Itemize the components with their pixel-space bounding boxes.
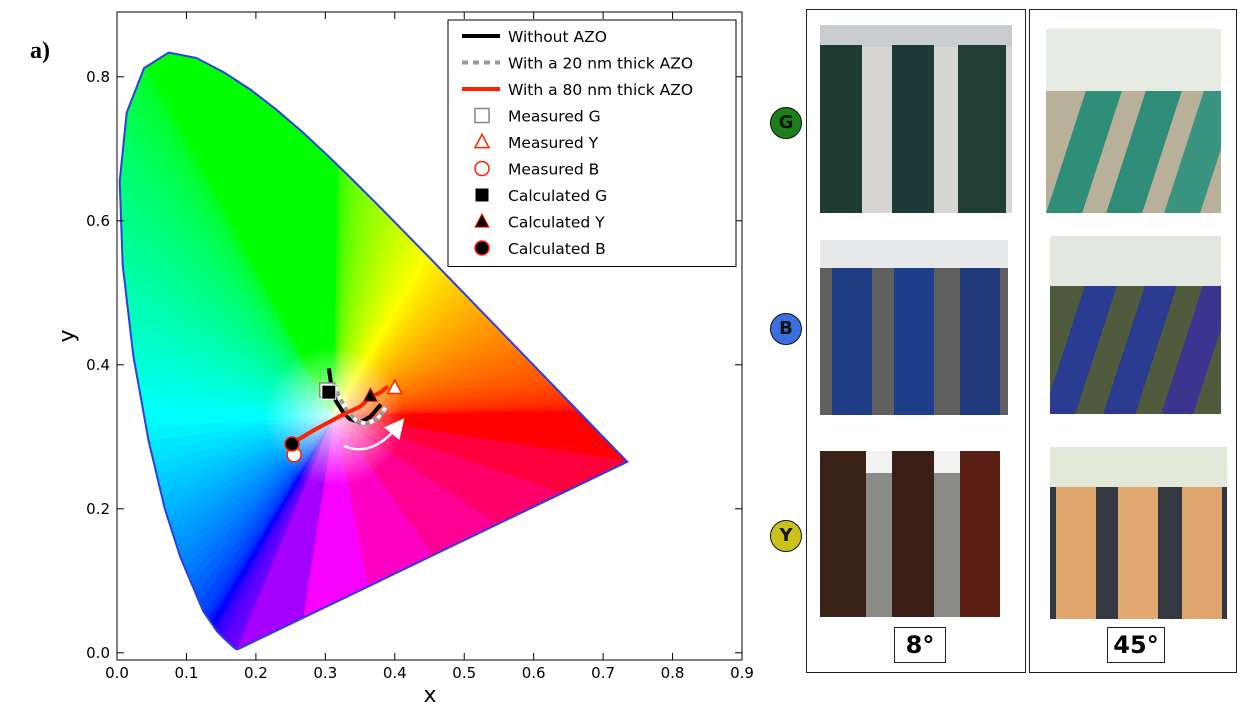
- legend-label: With a 20 nm thick AZO: [508, 55, 693, 73]
- legend-label: Calculated B: [508, 240, 606, 258]
- x-axis-ticks: 0.0 0.1 0.2 0.3 0.4 0.5 0.6 0.7 0.8 0.9: [105, 12, 754, 682]
- x-tick-label: 0.6: [522, 664, 546, 682]
- legend-swatch: [474, 160, 490, 177]
- series-line-80nm: [289, 384, 390, 446]
- x-axis-label: x: [423, 683, 436, 708]
- row-badge-y: Y: [770, 520, 802, 552]
- white-point-glow: [264, 345, 405, 486]
- y-tick-label: 0.0: [86, 644, 110, 662]
- y-tick-label: 0.8: [86, 68, 110, 86]
- x-tick-label: 0.0: [105, 664, 129, 682]
- legend-label: Calculated Y: [508, 214, 605, 232]
- legend-swatch: [474, 212, 490, 228]
- trend-arrow: [343, 418, 405, 451]
- y-axis-ticks: 0.0 0.2 0.4 0.6 0.8: [86, 68, 742, 662]
- x-tick-label: 0.2: [244, 664, 268, 682]
- legend: Without AZO With a 20 nm thick AZO With a …: [447, 19, 737, 267]
- photo-b-45: [1050, 236, 1221, 414]
- legend-label: Calculated G: [508, 187, 607, 205]
- angle-label-8: 8°: [894, 627, 946, 663]
- legend-swatch: [473, 132, 491, 149]
- legend-label: Measured Y: [508, 134, 599, 152]
- legend-label: Measured G: [508, 108, 601, 126]
- photo-b-8: [820, 240, 1008, 415]
- marker-calculated-y: [362, 386, 379, 402]
- panel-label: a): [30, 38, 50, 64]
- x-tick-label: 0.7: [591, 664, 615, 682]
- photo-g-45: [1046, 29, 1221, 213]
- marker-calculated-b: [284, 436, 300, 452]
- y-axis-label: y: [55, 329, 80, 342]
- y-tick-label: 0.6: [86, 212, 110, 230]
- photo-y-45: [1050, 447, 1227, 619]
- y-tick-label: 0.4: [86, 356, 110, 374]
- angle-label-45: 45°: [1107, 627, 1165, 663]
- photo-y-8: [820, 451, 1000, 617]
- legend-swatch: [474, 107, 490, 124]
- legend-swatch: [474, 187, 490, 203]
- legend-swatch: [474, 240, 490, 256]
- y-tick-label: 0.2: [86, 500, 110, 518]
- marker-calculated-g: [321, 384, 337, 400]
- row-badge-g: G: [770, 107, 802, 139]
- x-tick-label: 0.8: [661, 664, 685, 682]
- marker-measured-y: [386, 378, 404, 395]
- plot-frame: [116, 11, 743, 661]
- spectral-locus: [118, 51, 629, 651]
- photo-g-8: [820, 25, 1012, 213]
- legend-label: Without AZO: [508, 28, 607, 46]
- series-layer: [284, 368, 404, 463]
- legend-label: Measured B: [508, 161, 599, 179]
- series-line-20nm: [331, 382, 389, 426]
- x-tick-label: 0.5: [452, 664, 476, 682]
- legend-label: With a 80 nm thick AZO: [508, 81, 693, 99]
- x-tick-label: 0.4: [383, 664, 407, 682]
- x-tick-label: 0.9: [730, 664, 754, 682]
- x-tick-label: 0.1: [175, 664, 199, 682]
- row-badge-b: B: [770, 313, 802, 345]
- x-tick-label: 0.3: [313, 664, 337, 682]
